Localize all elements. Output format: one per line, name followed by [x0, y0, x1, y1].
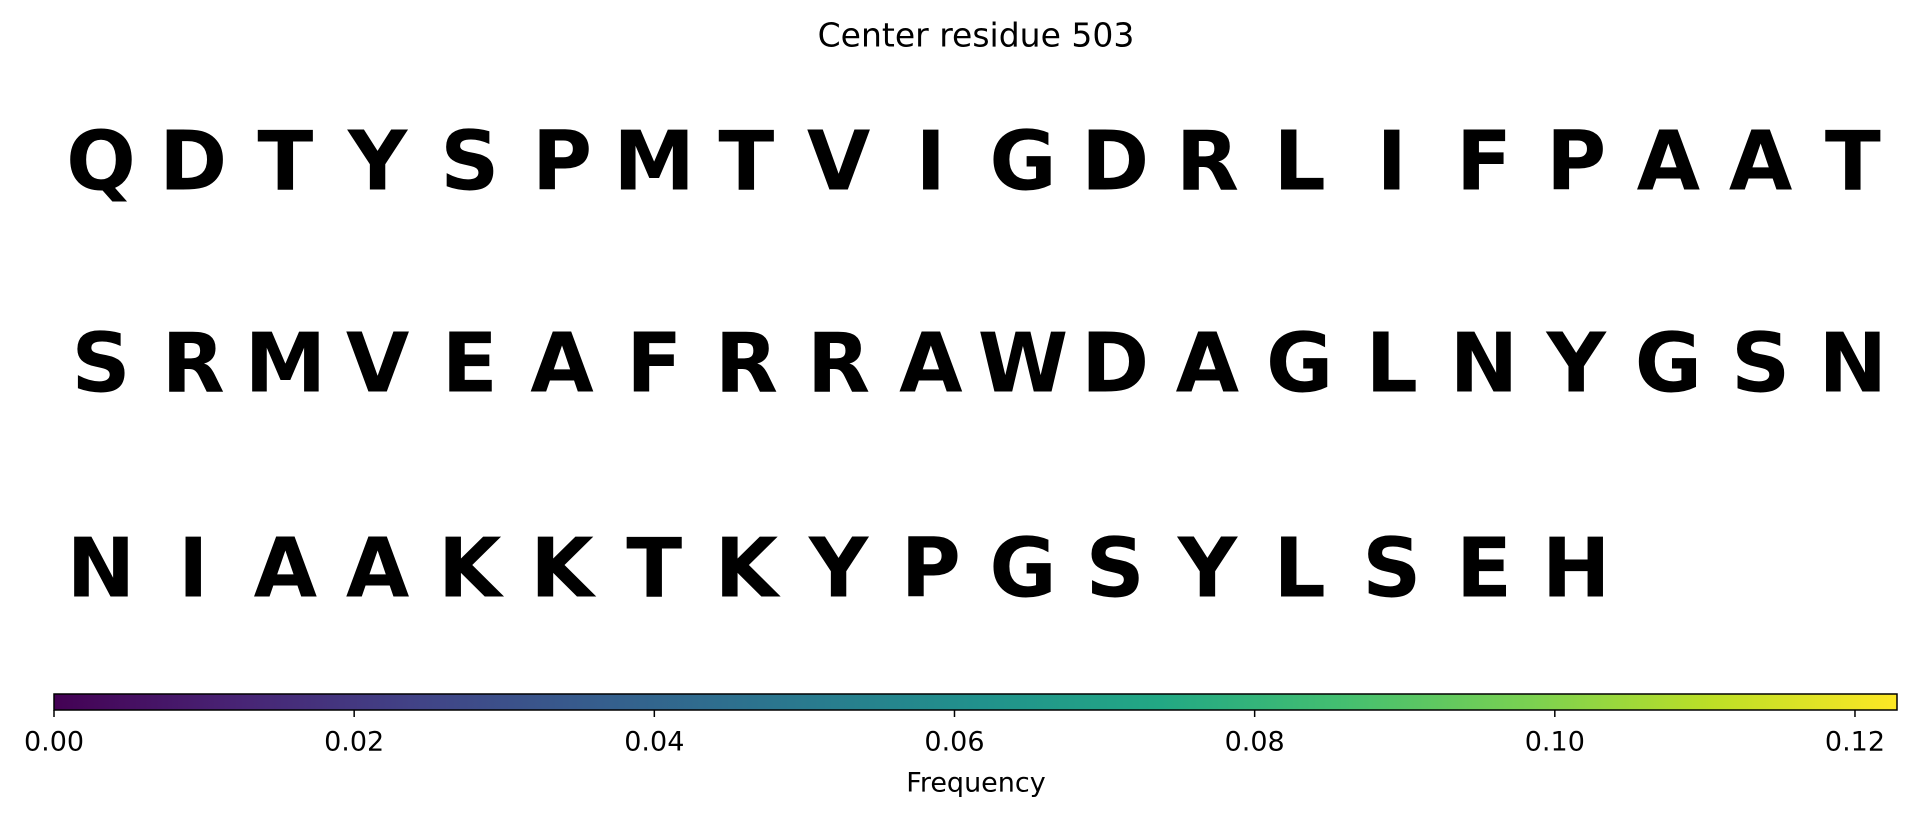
residue-letter: G	[1266, 316, 1333, 411]
residue-letter: L	[1273, 114, 1325, 209]
residue-letter: N	[1450, 316, 1519, 411]
x-tick-label: 0.02	[324, 727, 384, 758]
residue-letter: A	[254, 521, 318, 616]
residue-letter: A	[346, 521, 410, 616]
residue-letter: Y	[347, 114, 409, 209]
residue-letter: F	[1456, 114, 1512, 209]
x-tick-label: 0.06	[924, 727, 984, 758]
residue-letter: M	[613, 114, 695, 209]
residue-letter: S	[1362, 521, 1421, 616]
residue-letter: K	[530, 521, 597, 616]
residue-letter: S	[440, 114, 499, 209]
residue-letter: A	[530, 316, 594, 411]
residue-letter: R	[1176, 114, 1239, 209]
residue-letter: N	[67, 521, 136, 616]
residue-letter: M	[245, 316, 327, 411]
residue-letter: A	[1176, 316, 1240, 411]
residue-letter: P	[1546, 114, 1606, 209]
x-tick-label: 0.12	[1825, 727, 1885, 758]
residue-letter: L	[1366, 316, 1418, 411]
residue-letter: N	[1818, 316, 1887, 411]
residue-letter: S	[1086, 521, 1145, 616]
residue-letter: P	[901, 521, 961, 616]
residue-letter: A	[1729, 114, 1793, 209]
residue-letter: L	[1273, 521, 1325, 616]
chart-title: Center residue 503	[818, 16, 1135, 55]
residue-letter: Q	[66, 114, 136, 209]
residue-letter: G	[989, 521, 1056, 616]
residue-letter: R	[715, 316, 778, 411]
x-tick-label: 0.04	[624, 727, 684, 758]
residue-letter: I	[178, 521, 209, 616]
residue-letter: T	[257, 114, 313, 209]
residue-letter: Y	[1177, 521, 1239, 616]
residue-letter: Y	[1546, 316, 1608, 411]
residue-letter: S	[1731, 316, 1790, 411]
x-tick-label: 0.10	[1525, 727, 1585, 758]
colorbar	[53, 693, 1898, 711]
residue-letter: K	[438, 521, 505, 616]
residue-letter: Y	[808, 521, 870, 616]
residue-letter: H	[1542, 521, 1611, 616]
residue-letter: T	[1825, 114, 1881, 209]
residue-letter: T	[718, 114, 774, 209]
residue-letter: A	[899, 316, 963, 411]
x-tick-label: 0.00	[24, 727, 84, 758]
residue-letter: I	[916, 114, 947, 209]
residue-letter: A	[1637, 114, 1701, 209]
residue-letter: D	[1081, 114, 1149, 209]
residue-letter: E	[442, 316, 498, 411]
residue-letter: I	[1377, 114, 1408, 209]
residue-letter: D	[1081, 316, 1149, 411]
colorbar-label: Frequency	[906, 768, 1046, 799]
residue-letter: D	[159, 114, 227, 209]
residue-letter: R	[807, 316, 870, 411]
residue-letter: W	[978, 316, 1068, 411]
x-tick-label: 0.08	[1225, 727, 1285, 758]
residue-letter: G	[1635, 316, 1702, 411]
residue-letter: R	[162, 316, 225, 411]
residue-letter: V	[346, 316, 410, 411]
residue-letter: G	[989, 114, 1056, 209]
residue-letter: V	[807, 114, 871, 209]
residue-letter: K	[715, 521, 782, 616]
residue-letter: P	[532, 114, 592, 209]
residue-letter: S	[71, 316, 130, 411]
residue-letter: T	[626, 521, 682, 616]
residue-letter: F	[626, 316, 682, 411]
residue-letter: E	[1456, 521, 1512, 616]
